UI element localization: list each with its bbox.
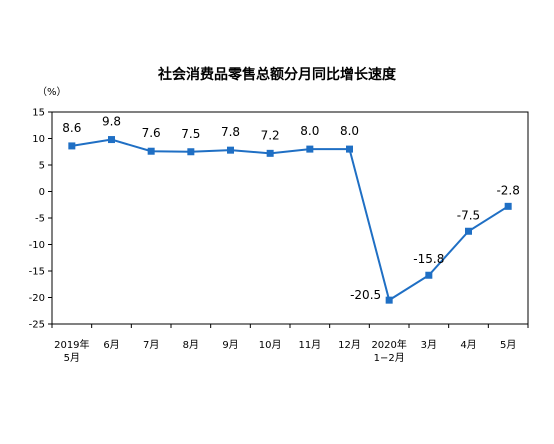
x-tick-label: 5月 [500,339,516,351]
y-tick-label: -25 [29,320,45,331]
data-label: 8.0 [340,124,359,138]
y-tick-label: -15 [29,267,45,278]
data-label: 7.5 [181,127,200,141]
data-point [504,202,512,210]
x-tick-label: 1−2月 [374,352,405,364]
data-point [68,142,76,150]
data-label: -7.5 [457,208,480,222]
y-tick-label: -20 [29,293,45,304]
x-tick-label: 8月 [183,339,199,351]
data-point [465,227,472,235]
x-tick-label: 7月 [143,339,159,351]
data-label: -2.8 [496,183,519,197]
chart-title: 社会消费品零售总额分月同比增长速度 [158,67,396,83]
y-tick-label: 10 [32,134,45,145]
x-tick-label: 10月 [259,339,282,351]
data-point [306,145,314,153]
data-point [266,149,274,157]
data-label: 7.6 [142,126,161,140]
data-label: -15.8 [413,252,444,266]
x-tick-label: 12月 [338,339,361,351]
data-labels: 8.6 9.8 7.6 7.5 7.8 7.2 8.0 8.0 -20.5 -15.8 -7.5 -2… [62,115,520,303]
data-point [108,136,115,144]
x-tick-label: 2019年 [54,338,89,351]
data-point [425,271,433,279]
series-line [71,138,509,302]
data-label: 9.8 [102,115,121,129]
x-tick-label: 2020年 [371,338,406,351]
data-label: 8.0 [300,124,319,138]
data-points [68,136,512,304]
x-tick-label: 5月 [64,352,80,364]
y-tick-label: 0 [39,187,45,198]
y-tick-label: 5 [39,161,45,172]
y-axis-unit: （%） [37,87,67,98]
data-point [385,296,393,304]
data-label: 7.8 [221,125,240,139]
x-tick-label: 9月 [222,339,238,351]
data-point [187,148,195,156]
y-tick-label: -5 [35,214,45,225]
data-label: 8.6 [62,121,81,135]
data-label: 7.2 [261,128,280,142]
x-tick-label: 6月 [103,339,119,351]
data-point [346,145,353,153]
data-point [147,147,155,155]
data-point [227,146,234,154]
x-tick-label: 11月 [298,339,321,351]
x-tick-label: 3月 [421,339,437,351]
data-label: -20.5 [350,288,381,302]
x-tick-label: 4月 [460,339,476,351]
y-tick-label: 15 [32,108,45,119]
y-tick-label: -10 [29,240,45,251]
y-axis: 15 10 5 0 -5 -10 -15 -20 -25 [29,108,52,331]
